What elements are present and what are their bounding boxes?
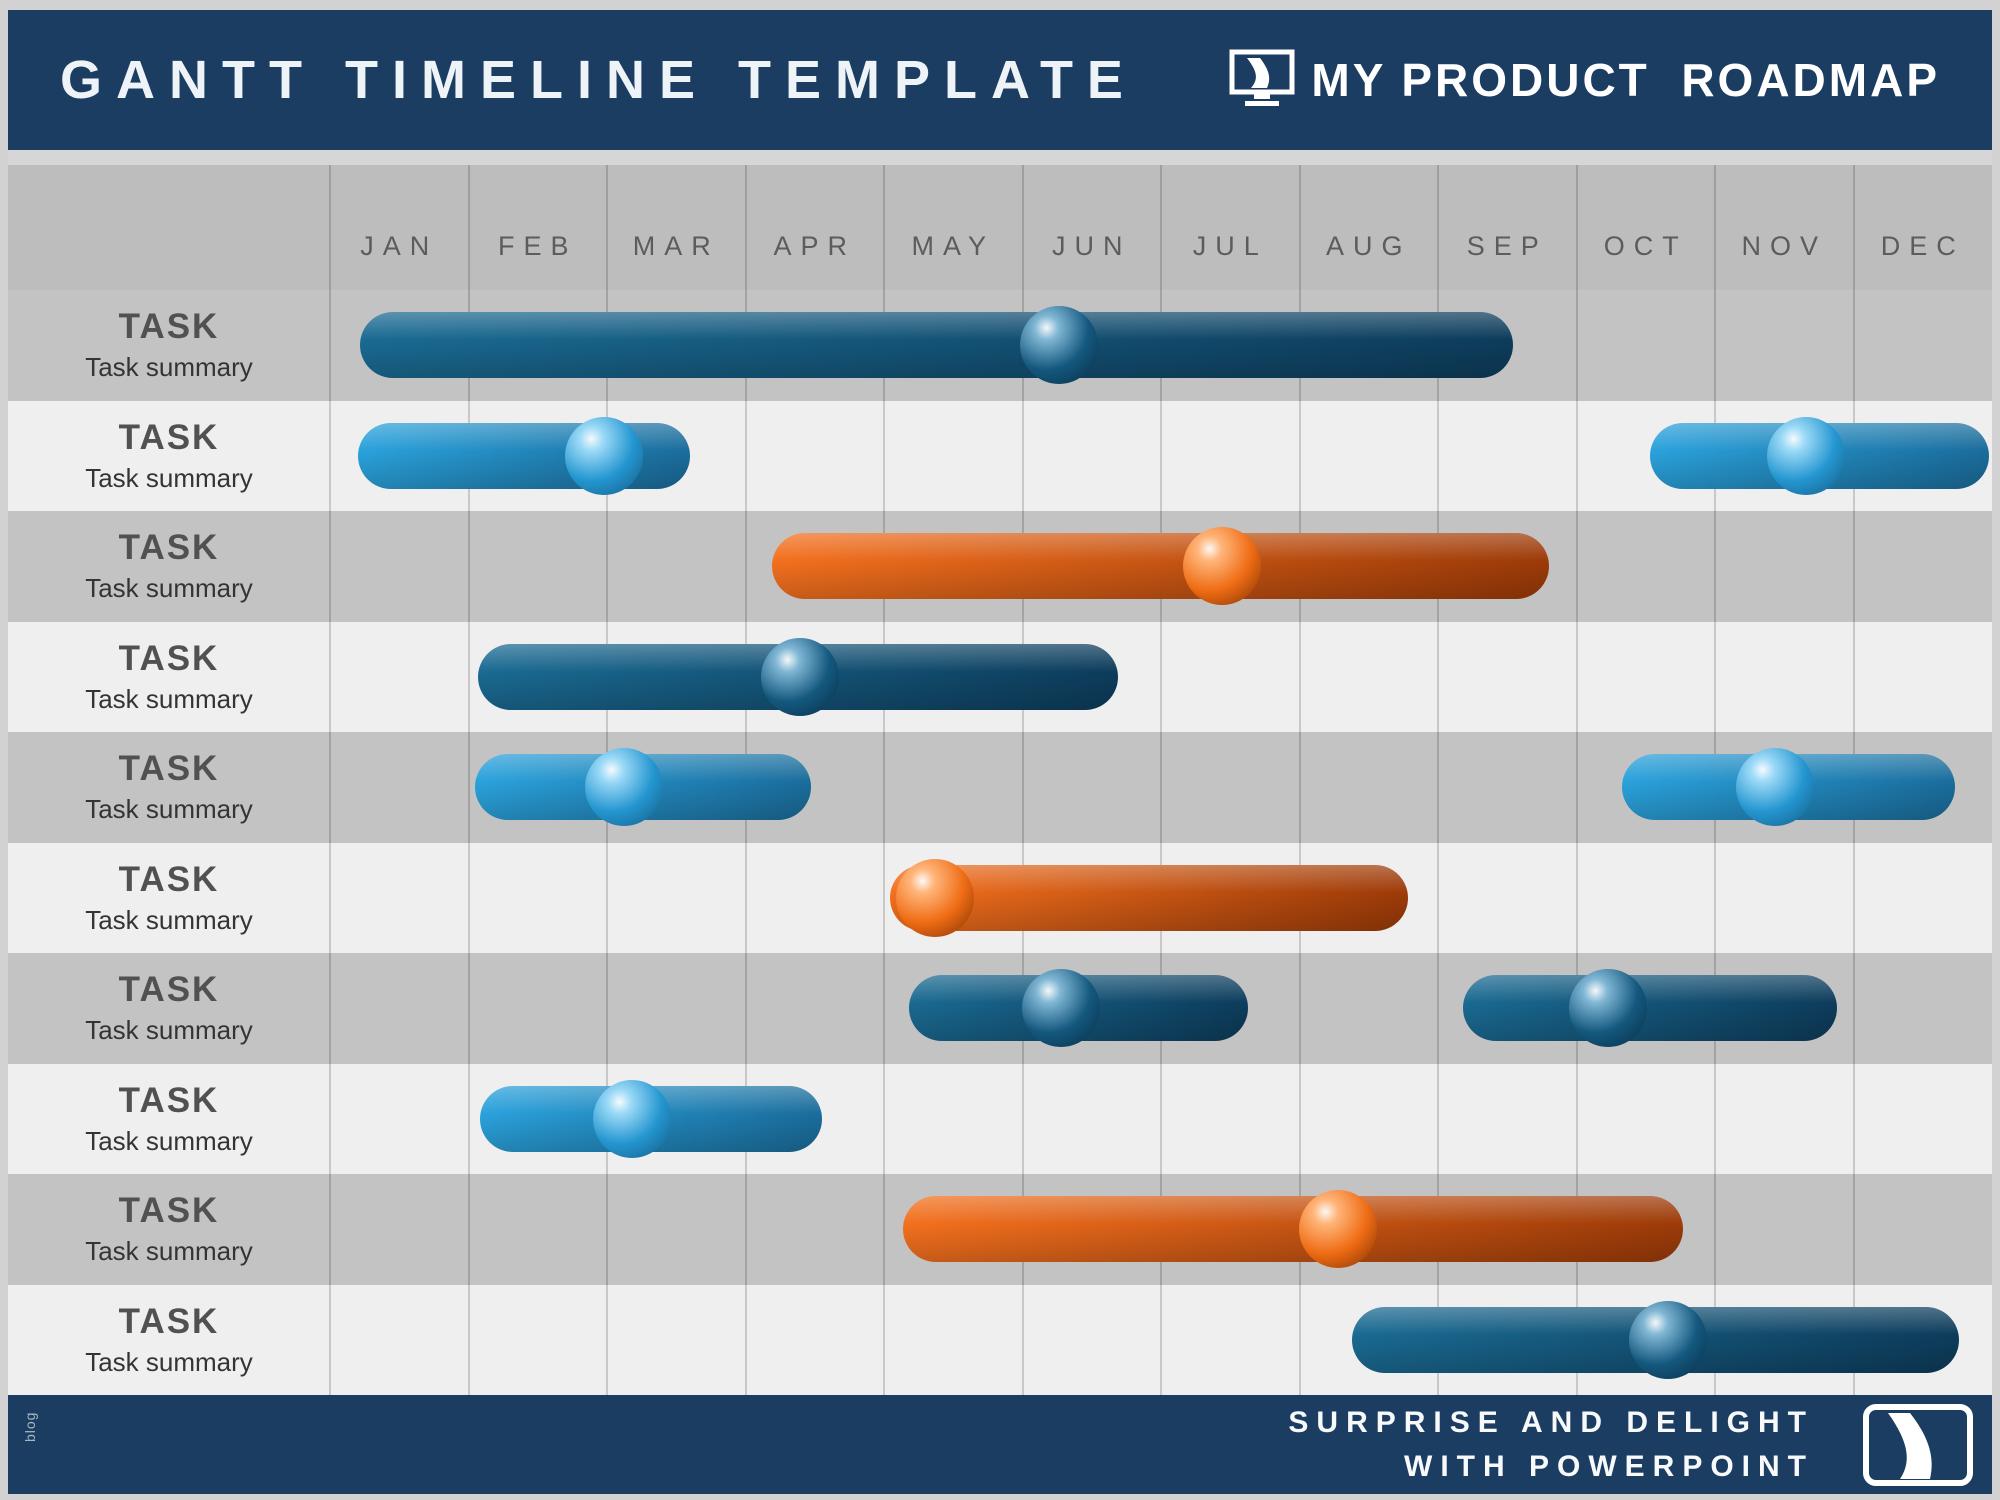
gridline	[1852, 165, 1855, 1395]
month-label: APR	[773, 231, 857, 261]
task-summary: Task summary	[85, 1346, 253, 1377]
task-title: TASK	[118, 1191, 220, 1231]
month-label: MAY	[911, 231, 995, 261]
task-summary: Task summary	[85, 573, 253, 604]
month-header-strip	[8, 150, 1992, 165]
month-label: JUL	[1192, 231, 1268, 261]
month-header-band	[8, 150, 1992, 290]
footer-tagline-line2: WITH POWERPOINT	[1404, 1449, 1814, 1483]
task-summary: Task summary	[85, 1236, 253, 1267]
brand-label: MY PRODUCT ROADMAP	[1311, 54, 1940, 106]
gridline	[883, 165, 885, 1395]
task-summary: Task summary	[85, 1125, 253, 1156]
task-title: TASK	[118, 417, 220, 457]
task-row: TASK Task summary	[8, 953, 1992, 1064]
task-title: TASK	[118, 528, 220, 568]
task-row: TASK Task summary	[8, 842, 1992, 954]
task-row: TASK Task summary	[8, 732, 1992, 843]
gridline	[1714, 165, 1716, 1395]
gridline	[1575, 165, 1578, 1395]
footer-bar: SURPRISE AND DELIGHT WITH POWERPOINT	[8, 1395, 1992, 1494]
task-row-label: TASK Task summary	[8, 1064, 330, 1175]
task-row: TASK Task summary	[8, 1174, 1992, 1285]
task-row: TASK Task summary	[8, 400, 1992, 512]
month-label: JAN	[360, 231, 439, 261]
gridline	[329, 165, 331, 1395]
task-row-label: TASK Task summary	[8, 511, 330, 622]
gridline	[1298, 165, 1301, 1395]
road-icon	[1862, 1403, 1974, 1492]
footer-tagline: SURPRISE AND DELIGHT WITH POWERPOINT	[1288, 1395, 1814, 1494]
task-row-label: TASK Task summary	[8, 843, 330, 954]
task-title: TASK	[118, 638, 220, 678]
month-label: JUN	[1052, 231, 1132, 261]
task-summary: Task summary	[85, 352, 253, 383]
task-summary: Task summary	[85, 683, 253, 714]
task-title: TASK	[118, 749, 220, 789]
month-header-row: JAN FEB MAR APR MAY JUN JUL AUG SEP OCT NOV DEC	[330, 150, 1992, 290]
month-label: OCT	[1603, 231, 1688, 261]
blog-watermark: blog	[22, 1411, 38, 1442]
month-label: NOV	[1741, 231, 1827, 261]
task-summary: Task summary	[85, 904, 253, 935]
task-row-label: TASK Task summary	[8, 290, 330, 401]
task-row-label: TASK Task summary	[8, 953, 330, 1064]
task-row: TASK Task summary	[8, 290, 1992, 401]
task-row-label: TASK Task summary	[8, 1285, 330, 1396]
footer-tagline-line1: SURPRISE AND DELIGHT	[1288, 1405, 1814, 1439]
monitor-road-icon	[1229, 49, 1295, 112]
task-row-label: TASK Task summary	[8, 732, 330, 843]
task-title: TASK	[118, 859, 220, 899]
header-bar: GANTT TIMELINE TEMPLATE MY PRODUCT ROADM…	[8, 10, 1992, 150]
task-title: TASK	[118, 307, 220, 347]
task-summary: Task summary	[85, 794, 253, 825]
gridline	[467, 165, 470, 1395]
month-label: MAR	[632, 231, 720, 261]
task-row-label: TASK Task summary	[8, 622, 330, 733]
task-row-label: TASK Task summary	[8, 401, 330, 512]
month-label: DEC	[1880, 231, 1965, 261]
gridline	[1160, 165, 1162, 1395]
task-summary: Task summary	[85, 462, 253, 493]
brand: MY PRODUCT ROADMAP	[1229, 49, 1940, 112]
task-row: TASK Task summary	[8, 1063, 1992, 1175]
task-row-label: TASK Task summary	[8, 1174, 330, 1285]
gridline	[606, 165, 608, 1395]
page-title: GANTT TIMELINE TEMPLATE	[60, 50, 1137, 110]
gridline	[1021, 165, 1024, 1395]
task-title: TASK	[118, 1080, 220, 1120]
task-title: TASK	[118, 970, 220, 1010]
rows-layer: TASK Task summary TASK Task summary TASK Task…	[8, 290, 1992, 1395]
month-label: AUG	[1325, 231, 1412, 261]
task-summary: Task summary	[85, 1015, 253, 1046]
month-label: SEP	[1466, 231, 1548, 261]
gridline	[1437, 165, 1439, 1395]
task-title: TASK	[118, 1301, 220, 1341]
gridline	[744, 165, 747, 1395]
task-row: TASK Task summary	[8, 511, 1992, 622]
task-row: TASK Task summary	[8, 621, 1992, 733]
month-label: FEB	[497, 231, 578, 261]
task-row: TASK Task summary	[8, 1284, 1992, 1396]
